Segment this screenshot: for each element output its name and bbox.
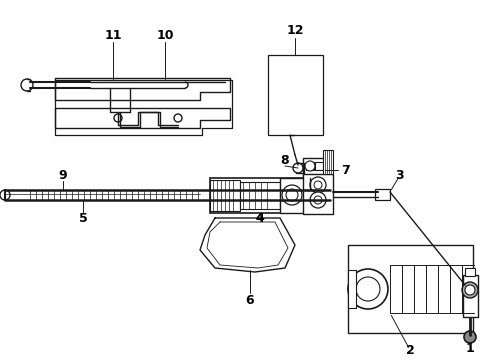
Text: 10: 10 [156, 28, 174, 41]
Circle shape [464, 331, 476, 343]
Bar [348, 270, 356, 308]
Bar [348, 245, 473, 333]
Circle shape [314, 196, 322, 204]
Circle shape [465, 285, 475, 295]
Bar [303, 174, 333, 214]
Text: 11: 11 [104, 28, 122, 41]
Circle shape [0, 190, 10, 200]
Text: 1: 1 [466, 342, 474, 355]
Text: 12: 12 [286, 23, 304, 36]
Bar [465, 268, 475, 276]
Text: 7: 7 [341, 163, 349, 176]
Circle shape [286, 189, 298, 201]
Bar [280, 178, 305, 213]
Circle shape [305, 161, 315, 171]
Circle shape [356, 277, 380, 301]
Circle shape [348, 269, 388, 309]
Circle shape [282, 185, 302, 205]
Circle shape [114, 114, 122, 122]
Circle shape [462, 282, 478, 298]
Bar [268, 55, 323, 135]
Bar [463, 275, 478, 317]
Text: 4: 4 [256, 212, 265, 225]
Circle shape [21, 79, 33, 91]
Bar [323, 150, 333, 174]
Bar [306, 162, 314, 170]
Text: 2: 2 [406, 343, 415, 356]
Text: 9: 9 [59, 168, 67, 181]
Bar [210, 180, 240, 211]
Circle shape [310, 177, 326, 193]
Text: 6: 6 [245, 293, 254, 306]
Bar [315, 162, 323, 170]
Bar [240, 182, 280, 209]
Bar [210, 178, 305, 213]
Bar [303, 158, 325, 178]
Text: 5: 5 [78, 212, 87, 225]
Text: 3: 3 [396, 168, 404, 181]
Text: 8: 8 [281, 153, 289, 166]
Circle shape [314, 181, 322, 189]
Circle shape [310, 192, 326, 208]
Circle shape [293, 163, 303, 173]
Text: 4: 4 [256, 212, 265, 225]
Bar [375, 189, 390, 200]
Circle shape [174, 114, 182, 122]
